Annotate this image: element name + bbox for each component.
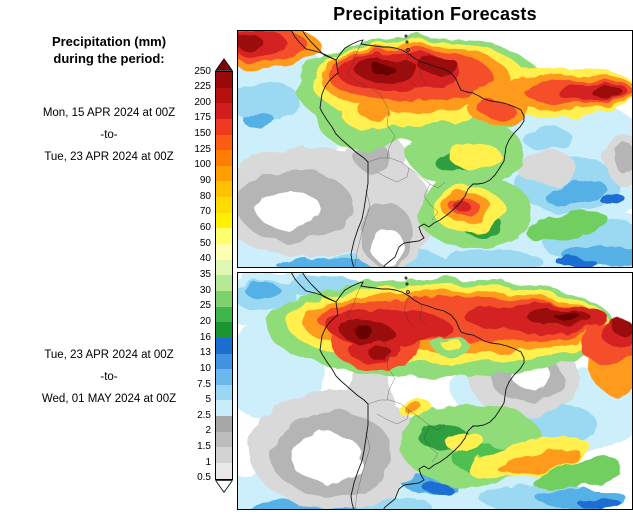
- colorbar-segment: [216, 447, 232, 464]
- colorbar-tick-label: 100: [194, 159, 211, 171]
- colorbar-segment: [216, 275, 232, 291]
- forecast-period-1: Mon, 15 APR 2024 at 00Z -to- Tue, 23 APR…: [0, 102, 218, 168]
- colorbar-segment: [216, 306, 232, 323]
- colorbar-segment: [216, 150, 232, 166]
- colorbar-tick-label: 20: [199, 315, 211, 327]
- colorbar-tick-label: 50: [199, 237, 211, 249]
- colorbar-tick-label: 200: [194, 96, 211, 108]
- colorbar-segment: [216, 322, 232, 338]
- period-1-start: Mon, 15 APR 2024 at 00Z: [42, 107, 176, 119]
- colorbar-tick-label: 13: [199, 347, 211, 359]
- period-2-start: Tue, 23 APR 2024 at 00Z: [44, 349, 174, 361]
- colorbar-tick-label: 1.5: [197, 441, 211, 453]
- colorbar-title-line1: Precipitation (mm): [51, 34, 167, 49]
- colorbar-segment: [216, 165, 232, 182]
- colorbar-segment: [216, 118, 232, 135]
- colorbar-segment: [216, 431, 232, 448]
- precipitation-field-week2: [237, 272, 633, 510]
- colorbar-arrow-bottom-icon: [215, 480, 233, 493]
- colorbar-tick-label: 35: [199, 268, 211, 280]
- colorbar-segment: [216, 87, 232, 104]
- colorbar-segment: [216, 197, 232, 213]
- colorbar-segment: [216, 353, 232, 370]
- colorbar-tick-label: 60: [199, 222, 211, 233]
- map-panel-week1: [237, 30, 633, 268]
- precipitation-field-week1: [237, 30, 633, 268]
- colorbar-tick-label: 25: [199, 300, 211, 312]
- colorbar-segment: [216, 369, 232, 385]
- colorbar-tick-label: 175: [194, 112, 211, 124]
- forecast-period-2: Tue, 23 APR 2024 at 00Z -to- Wed, 01 MAY…: [0, 344, 218, 410]
- colorbar-segments: [215, 71, 233, 480]
- colorbar-tick-label: 1: [205, 456, 211, 468]
- colorbar-tick-label: 2: [205, 425, 211, 437]
- colorbar-segment: [216, 463, 232, 479]
- colorbar-segment: [216, 337, 232, 354]
- country-borders: [346, 39, 446, 267]
- colorbar-segment: [216, 384, 232, 401]
- period-1-end: Tue, 23 APR 2024 at 00Z: [44, 151, 174, 163]
- colorbar-tick-label: 70: [199, 206, 211, 218]
- colorbar-tick-label: 2.5: [197, 409, 211, 421]
- colorbar-tick-label: 150: [194, 128, 211, 140]
- colorbar-tick-label: 40: [199, 253, 211, 265]
- colorbar-segment: [216, 416, 232, 432]
- colorbar-arrow-top-icon: [215, 58, 233, 71]
- colorbar-tick-label: 80: [199, 190, 211, 202]
- forecast-maps: [237, 30, 633, 510]
- colorbar-title-line2: during the period:: [53, 51, 165, 66]
- colorbar-segment: [216, 134, 232, 151]
- coastline: [290, 30, 525, 268]
- country-borders: [346, 281, 446, 509]
- colorbar-segment: [216, 228, 232, 245]
- coastline: [290, 272, 525, 510]
- colorbar-tick-label: 250: [194, 65, 211, 77]
- colorbar-labels: 250 225 200 175 150 125 100 90 80 70 60 50 40 35 30 25 2…: [170, 66, 211, 484]
- colorbar-tick-label: 16: [199, 331, 211, 343]
- colorbar-segment: [216, 400, 232, 417]
- colorbar-tick-label: 125: [194, 143, 211, 155]
- period-1-separator: -to-: [100, 129, 118, 141]
- colorbar-tick-label: 90: [199, 175, 211, 187]
- colorbar-tick-label: 5: [205, 394, 211, 406]
- period-2-end: Wed, 01 MAY 2024 at 00Z: [41, 393, 177, 405]
- period-2-separator: -to-: [100, 371, 118, 383]
- colorbar-segment: [216, 103, 232, 119]
- colorbar-segment: [216, 212, 232, 229]
- map-panel-week2: [237, 272, 633, 510]
- colorbar-segment: [216, 290, 232, 307]
- page-title: Precipitation Forecasts: [333, 4, 537, 24]
- colorbar-tick-label: 30: [199, 284, 211, 296]
- colorbar-segment: [216, 244, 232, 260]
- colorbar-tick-label: 10: [199, 362, 211, 374]
- colorbar-title: Precipitation (mm) during the period:: [6, 33, 212, 67]
- colorbar: 250 225 200 175 150 125 100 90 80 70 60 50 40 35 30 25 2…: [170, 50, 234, 502]
- colorbar-tick-label: 225: [194, 81, 211, 93]
- colorbar-tick-label: 0.5: [197, 472, 211, 484]
- colorbar-tick-label: 7.5: [197, 378, 211, 390]
- colorbar-segment: [216, 181, 232, 198]
- map-week1: [237, 30, 633, 268]
- colorbar-segment: [216, 259, 232, 276]
- map-week2: [237, 272, 633, 510]
- colorbar-segment: [216, 72, 232, 88]
